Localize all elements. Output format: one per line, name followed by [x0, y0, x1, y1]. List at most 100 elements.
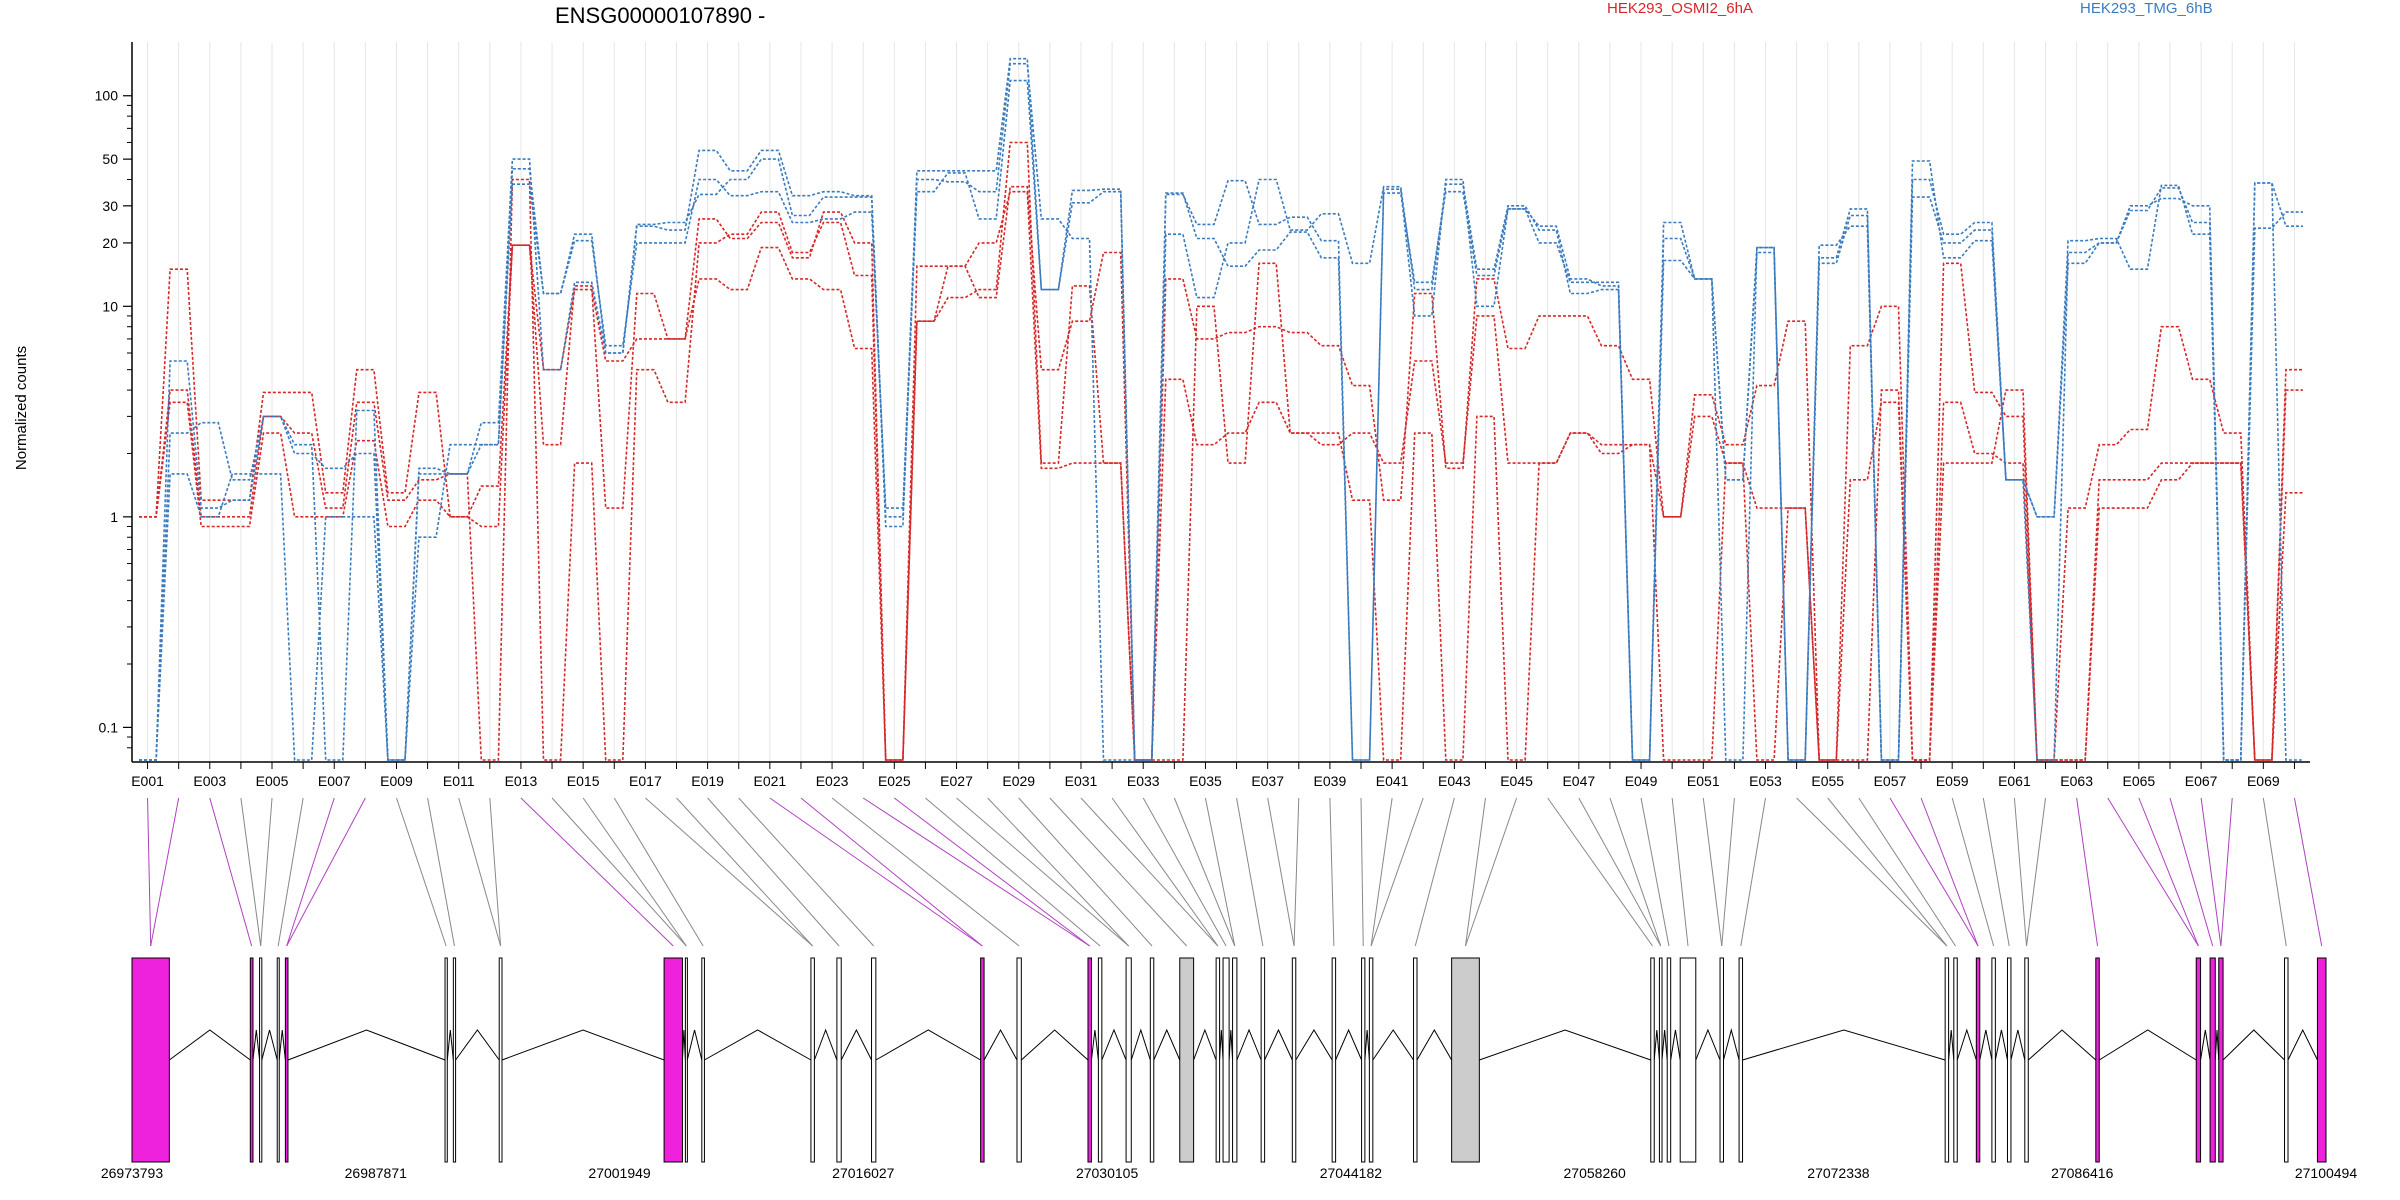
x-tick-label: E045 [1500, 773, 1533, 789]
x-tick-label: E035 [1189, 773, 1222, 789]
exon-connector [987, 797, 1130, 947]
x-tick-label: E017 [629, 773, 662, 789]
exon-box [1016, 957, 1022, 1163]
exon-connector [738, 797, 875, 947]
x-tick-label: E055 [1811, 773, 1844, 789]
exon-connector [1640, 797, 1670, 947]
exon-box [1222, 957, 1230, 1163]
exon-connector [2169, 797, 2214, 947]
series-line-1 [139, 185, 2303, 761]
x-tick-label: E053 [1749, 773, 1782, 789]
intron-line [2098, 1029, 2197, 1061]
exon-box [2006, 957, 2012, 1163]
exon-connector [1547, 797, 1653, 947]
exon-box [2195, 957, 2202, 1163]
exon-connector [1236, 797, 1264, 947]
intron-line [1335, 1028, 1363, 1061]
exon-box [2095, 957, 2100, 1163]
intron-line [261, 1029, 278, 1061]
intron-line [455, 1029, 500, 1061]
coordinate-label: 27086416 [2051, 1165, 2114, 1181]
exon-box [1232, 957, 1238, 1163]
legend-entry-osmi2: HEK293_OSMI2_6hA [1607, 0, 1753, 17]
exon-box [1179, 957, 1195, 1163]
exon-connector [1204, 797, 1236, 947]
exon-box [663, 957, 683, 1163]
exon-connector [800, 797, 983, 947]
exon-connector [2138, 797, 2199, 947]
exon-connector [1360, 797, 1364, 947]
exon-box [131, 957, 170, 1163]
exon-connector [925, 797, 1101, 947]
exon-box [2209, 957, 2216, 1163]
exon-box [444, 957, 448, 1163]
exon-box [1679, 957, 1697, 1163]
exon-connector [1173, 797, 1236, 947]
exon-box [2284, 957, 2289, 1163]
exon-box [836, 957, 842, 1163]
x-tick-label: E015 [567, 773, 600, 789]
exon-connector [1702, 797, 1723, 947]
intron-line [1948, 1029, 1955, 1061]
exon-connector [427, 797, 455, 947]
exon-connector [1889, 797, 1979, 947]
exon-connector [1827, 797, 1948, 947]
coordinate-label: 27001949 [588, 1165, 651, 1181]
x-tick-label: E041 [1376, 773, 1409, 789]
exon-box [980, 957, 985, 1163]
exon-connector [458, 797, 502, 947]
intron-line [1979, 1029, 1993, 1061]
exon-connector [862, 797, 1090, 947]
exon-box [249, 957, 254, 1163]
exon-connector [2200, 797, 2222, 947]
exon-ticks: E001 E003 E005 E007 E009 E011 E013 E015 E017 E019… [131, 762, 2295, 789]
exon-connector [1920, 797, 1979, 947]
y-tick-label: 30 [102, 198, 118, 214]
exon-box [684, 957, 688, 1163]
series-line-3 [139, 141, 2303, 761]
exon-connector [1465, 797, 1518, 947]
series-line-5 [139, 57, 2303, 761]
intron-line [2010, 1029, 2026, 1061]
intron-line [875, 1029, 981, 1061]
exon-connector [1721, 797, 1735, 947]
x-tick-label: E007 [318, 773, 351, 789]
exon-connector [613, 797, 704, 947]
exon-connector [286, 797, 366, 947]
intron-line [2222, 1029, 2285, 1061]
x-tick-label: E063 [2060, 773, 2093, 789]
intron-line [1364, 1029, 1370, 1061]
x-tick-label: E005 [256, 773, 289, 789]
exon-box [1738, 957, 1744, 1163]
coordinate-label: 27016027 [832, 1165, 895, 1181]
exon-box [1944, 957, 1950, 1163]
exon-connector [1609, 797, 1662, 947]
x-tick-label: E021 [753, 773, 786, 789]
intron-line [252, 1029, 261, 1061]
intron-line [1090, 1029, 1099, 1061]
intron-line [1661, 1029, 1668, 1061]
exon-connector [489, 797, 502, 947]
exon-box [1331, 957, 1337, 1163]
gene-model [131, 957, 2327, 1163]
exon-connector [707, 797, 840, 947]
intron-line [1416, 1028, 1453, 1061]
exon-connector [2076, 797, 2099, 947]
x-tick-label: E039 [1314, 773, 1347, 789]
exon-box [2218, 957, 2224, 1163]
intron-line [501, 1029, 665, 1061]
x-tick-label: E051 [1687, 773, 1720, 789]
coordinate-label: 27044182 [1320, 1165, 1383, 1181]
y-tick-label: 10 [102, 298, 118, 314]
coordinate-label: 26973793 [101, 1165, 164, 1181]
x-tick-label: E049 [1625, 773, 1658, 789]
exon-connector [2262, 797, 2287, 947]
x-tick-label: E037 [1251, 773, 1284, 789]
x-tick-label: E043 [1438, 773, 1471, 789]
intron-line [1193, 1028, 1217, 1061]
exon-connector [286, 797, 335, 947]
axes: 0.1 1 10 20 30 50 100 [95, 42, 2310, 763]
intron-line [2200, 1029, 2211, 1061]
intron-line [2027, 1029, 2097, 1061]
exon-box [1215, 957, 1221, 1163]
